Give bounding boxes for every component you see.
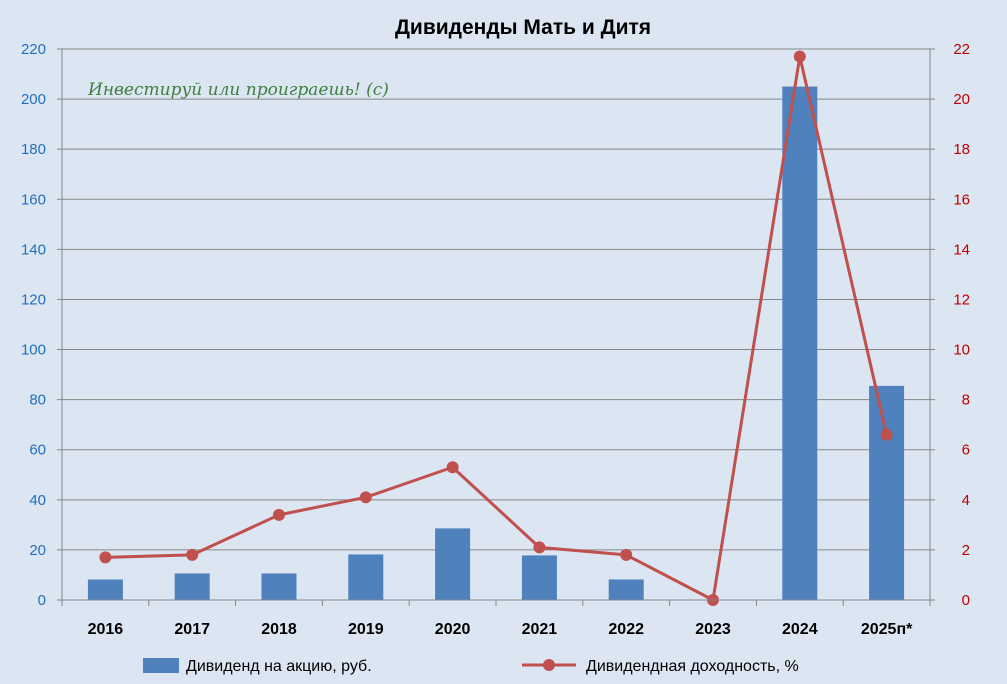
legend: Дивиденд на акцию, руб. Дивидендная дохо… bbox=[143, 658, 799, 675]
legend-bar-label: Дивиденд на акцию, руб. bbox=[186, 658, 372, 675]
y-left-tick-label: 120 bbox=[21, 291, 46, 308]
line-series bbox=[99, 50, 893, 606]
legend-line-label: Дивидендная доходность, % bbox=[586, 658, 799, 675]
x-tick-label: 2024 bbox=[782, 621, 818, 638]
y-left-tick-label: 200 bbox=[21, 91, 46, 108]
bar bbox=[782, 86, 818, 601]
legend-line-marker bbox=[543, 659, 555, 671]
line-point bbox=[273, 508, 285, 521]
x-tick-label: 2018 bbox=[261, 621, 297, 638]
x-tick-label: 2025п* bbox=[861, 621, 913, 638]
line-point bbox=[620, 548, 633, 561]
x-tick-label: 2020 bbox=[435, 621, 471, 638]
bar bbox=[87, 579, 123, 600]
y-left-tick-label: 180 bbox=[21, 141, 46, 158]
x-tick-label: 2017 bbox=[174, 621, 210, 638]
x-tick-label: 2021 bbox=[522, 621, 558, 638]
y-right-tick-label: 18 bbox=[953, 141, 970, 158]
bar bbox=[869, 385, 905, 600]
line-point bbox=[186, 548, 199, 561]
y-left-tick-label: 160 bbox=[21, 191, 46, 208]
chart-annotation: Инвестируй или проиграешь! (с) bbox=[87, 80, 389, 100]
bar bbox=[174, 573, 210, 600]
line-point bbox=[359, 491, 372, 504]
y-right-tick-label: 16 bbox=[953, 191, 970, 208]
y-right-tick-label: 14 bbox=[953, 241, 970, 258]
y-left-tick-label: 20 bbox=[29, 542, 46, 559]
y-left-tick-label: 0 bbox=[38, 592, 46, 609]
y-left-tick-label: 140 bbox=[21, 241, 46, 258]
line-path bbox=[105, 55, 889, 602]
chart-title: Дивиденды Мать и Дитя bbox=[395, 16, 651, 39]
axes: 0 20 40 60 80 100 120 140 160 180 200 220 0 2 4 6 8 10 12 1… bbox=[21, 41, 970, 638]
y-right-tick-label: 20 bbox=[953, 91, 970, 108]
x-tick-label: 2023 bbox=[695, 621, 731, 638]
y-left-tick-label: 40 bbox=[29, 492, 46, 509]
line-point bbox=[533, 541, 546, 554]
bar bbox=[521, 555, 557, 600]
y-left-tick-label: 80 bbox=[29, 392, 46, 409]
legend-bar-swatch bbox=[143, 658, 179, 673]
bar bbox=[348, 554, 384, 600]
x-tick-label: 2022 bbox=[608, 621, 644, 638]
y-left-tick-label: 100 bbox=[21, 342, 46, 359]
line-point bbox=[99, 551, 112, 564]
y-left-tick-label: 220 bbox=[21, 41, 46, 58]
y-right-tick-label: 10 bbox=[953, 342, 970, 359]
bar bbox=[261, 573, 297, 600]
y-right-tick-label: 6 bbox=[962, 442, 970, 459]
y-left-tick-label: 60 bbox=[29, 442, 46, 459]
y-right-tick-label: 12 bbox=[953, 291, 970, 308]
line-point bbox=[446, 461, 459, 474]
bar-series bbox=[87, 86, 905, 601]
y-right-tick-label: 22 bbox=[953, 41, 970, 58]
y-right-tick-label: 4 bbox=[962, 492, 970, 509]
x-tick-label: 2019 bbox=[348, 621, 384, 638]
x-tick-label: 2016 bbox=[88, 621, 124, 638]
line-point bbox=[880, 428, 893, 441]
line-point bbox=[793, 50, 806, 63]
y-right-tick-label: 2 bbox=[962, 542, 970, 559]
bar bbox=[608, 579, 644, 600]
y-right-tick-label: 8 bbox=[962, 392, 970, 409]
y-right-tick-label: 0 bbox=[962, 592, 970, 609]
bar bbox=[435, 528, 471, 600]
